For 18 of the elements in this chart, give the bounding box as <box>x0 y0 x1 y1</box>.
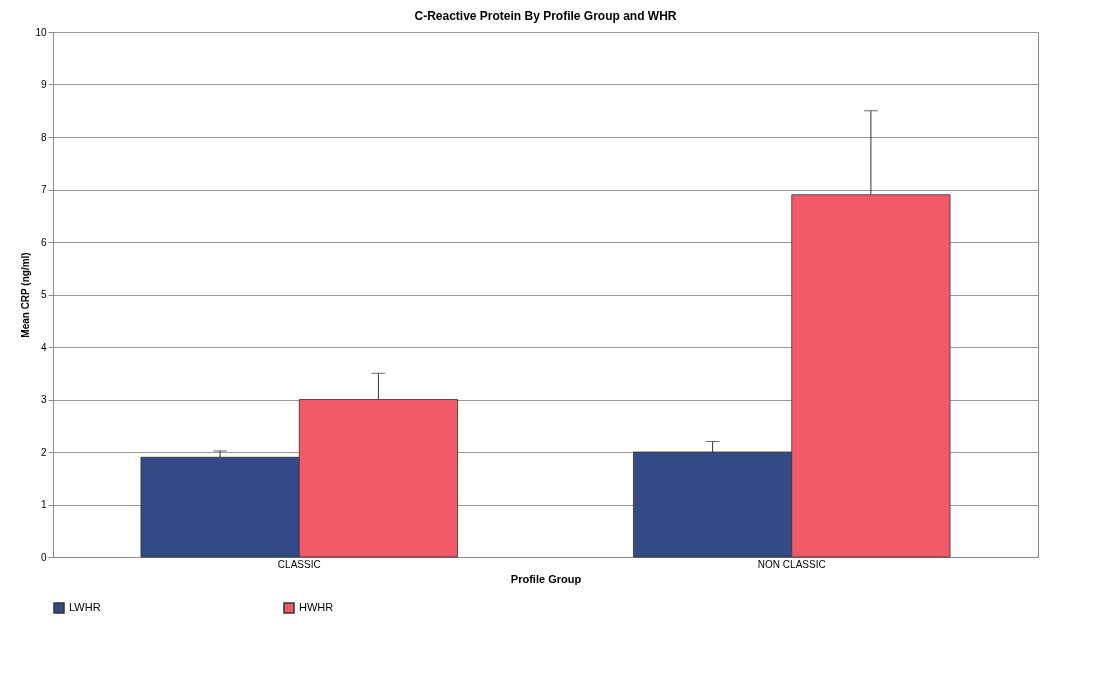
x-tick-label: NON CLASSIC <box>757 558 826 570</box>
y-tick-label: 0 <box>40 551 47 563</box>
y-tick-label: 10 <box>35 26 47 38</box>
y-tick-label: 5 <box>40 289 47 300</box>
y-axis-title: Mean CRP (ng/ml) <box>20 252 32 338</box>
y-tick-label: 9 <box>40 79 47 90</box>
chart-title: C-Reactive Protein By Profile Group and WHR <box>414 9 677 23</box>
y-tick-label: 2 <box>40 446 47 458</box>
x-axis-title: Profile Group <box>510 572 582 585</box>
legend-label: LWHR <box>69 601 101 613</box>
y-tick-label: 6 <box>40 236 47 248</box>
y-tick-label: 8 <box>40 131 47 143</box>
legend-label: HWHR <box>299 601 334 613</box>
y-tick-label: 1 <box>40 499 47 510</box>
y-tick-label: 3 <box>40 394 47 405</box>
y-tick-label: 4 <box>40 341 47 353</box>
y-tick-label: 7 <box>40 184 47 195</box>
x-tick-label: CLASSIC <box>277 558 321 570</box>
